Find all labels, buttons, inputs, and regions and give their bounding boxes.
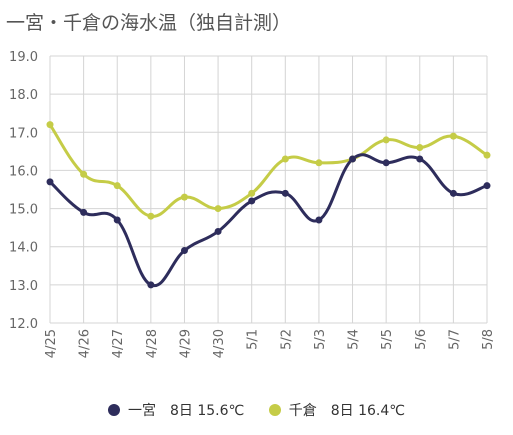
data-point-s0-10 [382, 159, 390, 167]
data-point-s1-0 [46, 121, 54, 129]
x-tick-label: 4/26 [78, 329, 93, 358]
data-point-s1-11 [416, 144, 424, 152]
x-tick-label: 5/2 [279, 329, 294, 350]
series-line-0 [48, 153, 489, 288]
data-point-s1-2 [113, 182, 121, 190]
chart-title: 一宮・千倉の海水温（独自計測） [6, 12, 292, 34]
y-tick-label: 12.0 [9, 317, 38, 332]
data-point-s1-7 [281, 155, 289, 163]
data-point-s1-4 [180, 193, 188, 201]
y-tick-label: 16.0 [9, 164, 38, 179]
data-point-s0-9 [349, 155, 357, 163]
x-tick-label: 5/6 [414, 329, 429, 350]
data-point-s0-7 [281, 189, 289, 197]
legend-value-ichinomiya: 8日 15.6℃ [170, 403, 245, 419]
data-point-s0-11 [416, 155, 424, 163]
y-tick-label: 14.0 [9, 241, 38, 256]
data-point-s1-10 [382, 136, 390, 144]
y-tick-label: 15.0 [9, 203, 38, 218]
x-tick-label: 5/5 [380, 329, 395, 350]
data-point-s0-4 [180, 247, 188, 255]
data-point-s0-6 [248, 197, 256, 205]
data-point-s1-3 [147, 212, 155, 220]
x-tick-label: 5/1 [246, 329, 261, 350]
data-point-s0-0 [46, 178, 54, 186]
data-point-s1-1 [80, 170, 88, 178]
data-point-s1-8 [315, 159, 323, 167]
grid-lines [49, 55, 488, 324]
legend-marker-chikura [268, 404, 281, 416]
y-axis: 12.0 13.0 14.0 15.0 16.0 17.0 18.0 19.0 [9, 50, 38, 332]
y-tick-label: 19.0 [9, 50, 38, 65]
x-tick-label: 4/30 [212, 329, 227, 358]
data-point-s0-3 [147, 281, 155, 289]
data-point-s0-8 [315, 216, 323, 224]
x-axis: 4/25 4/26 4/27 4/28 4/29 4/30 5/1 5/2 5/3 5/4 5/5 5… [44, 329, 496, 358]
x-tick-label: 5/3 [313, 329, 328, 350]
legend-marker-ichinomiya [108, 404, 120, 416]
data-point-s0-13 [483, 182, 491, 190]
x-tick-label: 5/4 [347, 329, 362, 350]
legend-value-chikura: 8日 16.4℃ [330, 403, 405, 419]
data-point-s1-12 [449, 132, 457, 140]
y-tick-label: 13.0 [9, 279, 38, 294]
data-point-s0-2 [113, 216, 121, 224]
data-point-s0-12 [449, 189, 457, 197]
data-point-s0-5 [214, 227, 222, 235]
legend: 一宮 8日 15.6℃ 千倉 8日 16.4℃ [0, 400, 513, 420]
legend-item-ichinomiya[interactable]: 一宮 8日 15.6℃ [108, 400, 244, 420]
x-tick-label: 4/25 [44, 329, 59, 358]
x-tick-label: 4/29 [178, 329, 193, 358]
x-tick-label: 5/8 [481, 329, 496, 350]
data-point-s1-13 [483, 151, 491, 159]
data-point-s0-1 [80, 208, 88, 216]
legend-item-chikura[interactable]: 千倉 8日 16.4℃ [268, 400, 405, 420]
y-tick-label: 17.0 [9, 126, 38, 141]
legend-label-ichinomiya: 一宮 [128, 403, 156, 419]
series-points [46, 121, 491, 289]
x-tick-label: 4/28 [145, 329, 160, 358]
y-tick-label: 18.0 [9, 88, 38, 103]
data-point-s1-6 [248, 189, 256, 197]
x-tick-label: 4/27 [111, 329, 126, 358]
legend-label-chikura: 千倉 [288, 403, 317, 419]
data-point-s1-5 [214, 205, 222, 213]
x-tick-label: 5/7 [447, 329, 462, 350]
